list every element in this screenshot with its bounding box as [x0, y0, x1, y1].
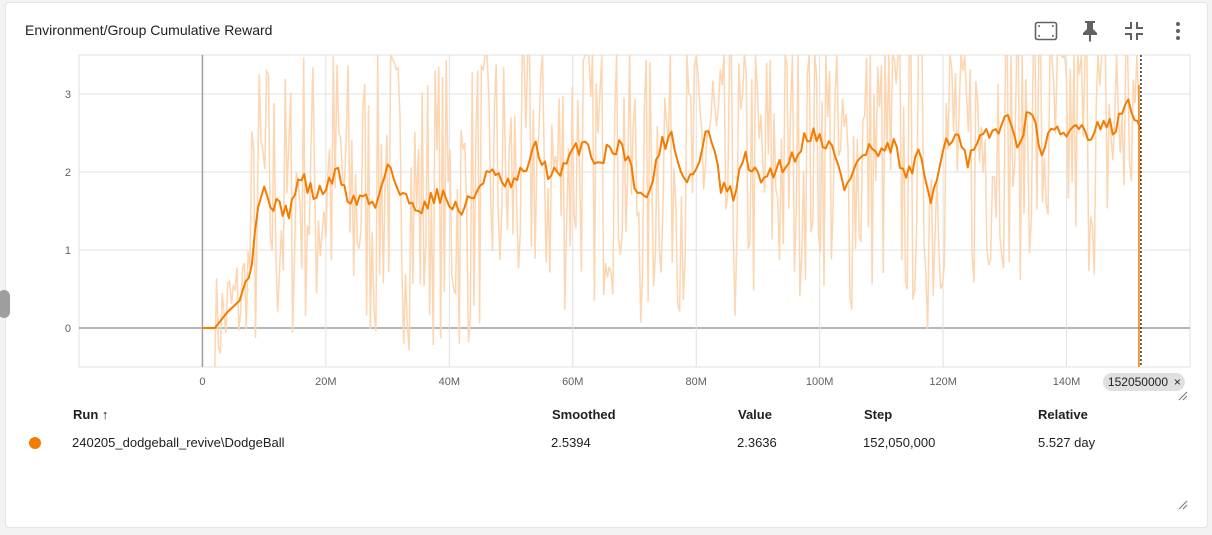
x-tick-label: 20M — [315, 376, 336, 388]
more-vert-icon — [1176, 22, 1180, 40]
more-button[interactable] — [1163, 17, 1193, 45]
y-tick-label: 2 — [65, 167, 71, 179]
run-color-dot — [29, 437, 41, 449]
line-chart[interactable]: 0 1 2 3 0 20M 40M 60M 80M 100M 120M 140M 152050000 × — [6, 3, 1206, 403]
col-step-header[interactable]: Step — [864, 407, 893, 422]
pin-icon — [1083, 21, 1097, 42]
col-value-header[interactable]: Value — [738, 407, 772, 422]
fit-domain-icon — [1034, 21, 1058, 41]
raw-series-line — [214, 55, 1142, 367]
expand-handle[interactable] — [0, 290, 10, 318]
x-tick-label: 40M — [439, 376, 460, 388]
x-tick-label: 80M — [686, 376, 707, 388]
y-tick-label: 1 — [65, 245, 71, 257]
x-tick-label: 120M — [929, 376, 957, 388]
y-tick-label: 3 — [65, 89, 71, 101]
pin-button[interactable] — [1075, 17, 1105, 45]
col-run-header[interactable]: Run ↑ — [73, 407, 109, 422]
x-tick-label: 100M — [806, 376, 834, 388]
step-cell: 152,050,000 — [863, 435, 936, 450]
card-toolbar — [1031, 17, 1193, 45]
table-resize-icon[interactable] — [1178, 500, 1188, 510]
smoothed-cell: 2.5394 — [551, 435, 591, 450]
value-cell: 2.3636 — [737, 435, 777, 450]
step-cursor-label: 152050000 — [1108, 375, 1168, 389]
col-smoothed-header[interactable]: Smoothed — [552, 407, 616, 422]
col-relative-header[interactable]: Relative — [1038, 407, 1088, 422]
step-cursor-chip — [1102, 373, 1185, 391]
chart-resize-icon[interactable] — [1178, 391, 1188, 401]
collapse-icon — [1125, 22, 1143, 40]
relative-cell: 5.527 day — [1038, 435, 1096, 450]
card-title: Environment/Group Cumulative Reward — [25, 22, 273, 38]
x-tick-label: 60M — [562, 376, 583, 388]
collapse-button[interactable] — [1119, 17, 1149, 45]
scalar-card: Environment/Group Cumulative Reward — [0, 2, 1208, 528]
x-tick-label: 140M — [1053, 376, 1081, 388]
cursor-close-icon[interactable]: × — [1174, 375, 1181, 389]
smoothed-series-line — [202, 98, 1142, 329]
y-tick-label: 0 — [65, 323, 71, 335]
run-name-cell: 240205_dodgeball_revive\DodgeBall — [72, 435, 285, 450]
fit-domain-button[interactable] — [1031, 17, 1061, 45]
x-tick-label: 0 — [199, 376, 205, 388]
plot-area — [78, 54, 1191, 368]
